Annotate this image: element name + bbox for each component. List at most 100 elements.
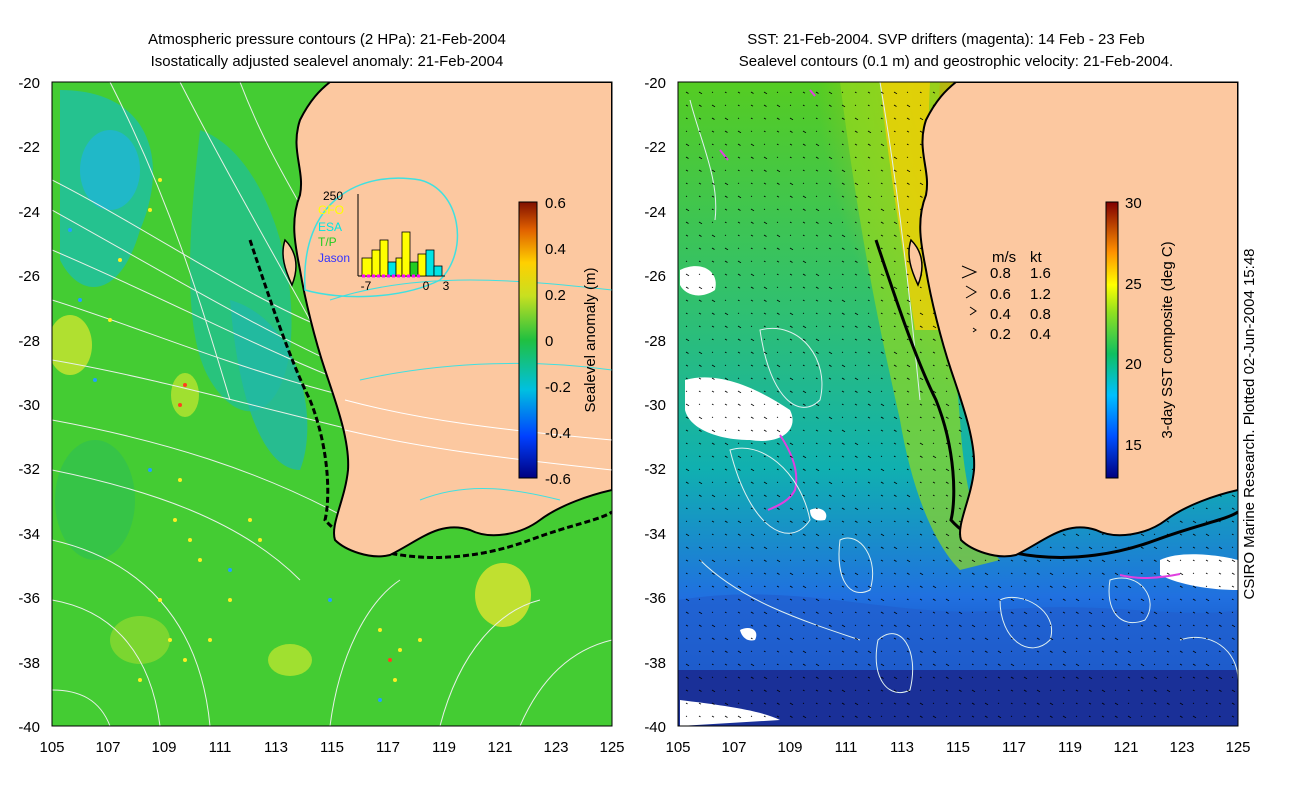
velocity-vector xyxy=(1049,702,1054,706)
velocity-vector xyxy=(1153,663,1156,665)
velocity-vector xyxy=(763,403,766,405)
velocity-vector xyxy=(685,169,689,172)
velocity-vector xyxy=(763,273,766,275)
velocity-vector xyxy=(932,507,935,509)
velocity-vector xyxy=(750,585,753,587)
velocity-vector xyxy=(893,416,898,420)
velocity-vector xyxy=(776,195,780,198)
x-tick-label: 109 xyxy=(777,739,802,756)
x-tick-label: 119 xyxy=(1058,739,1082,756)
velocity-vector xyxy=(1127,715,1132,719)
velocity-vector xyxy=(698,117,702,120)
velocity-vector xyxy=(776,572,780,575)
velocity-vector xyxy=(737,455,742,459)
velocity-key-header-ms: m/s xyxy=(992,249,1016,266)
velocity-vector xyxy=(945,611,949,614)
velocity-vector xyxy=(1192,598,1196,601)
velocity-vector xyxy=(932,377,935,379)
velocity-vector xyxy=(919,611,922,614)
velocity-vector xyxy=(750,390,753,392)
velocity-vector xyxy=(1205,546,1209,549)
velocity-vector xyxy=(841,364,846,368)
velocity-vector xyxy=(724,260,728,263)
velocity-vector xyxy=(815,442,818,445)
velocity-vector xyxy=(1036,546,1039,548)
velocity-vector xyxy=(919,286,922,289)
velocity-vector xyxy=(802,611,806,614)
velocity-vector xyxy=(893,169,897,172)
velocity-vector xyxy=(750,507,753,510)
velocity-vector xyxy=(932,351,936,354)
sla-colorbar-ticks: 0.6 0.4 0.2 0 -0.2 -0.4 -0.6 xyxy=(545,195,571,488)
velocity-vector xyxy=(906,676,909,678)
velocity-vector xyxy=(763,195,766,198)
y-tick-label: -34 xyxy=(18,526,40,543)
velocity-vector xyxy=(685,312,688,315)
velocity-vector xyxy=(828,338,831,340)
velocity-vector xyxy=(737,273,741,276)
velocity-vector xyxy=(802,468,806,471)
velocity-vector xyxy=(698,559,702,562)
velocity-vector xyxy=(789,195,793,198)
velocity-vector xyxy=(1166,598,1169,601)
velocity-vector xyxy=(776,611,779,613)
velocity-vector xyxy=(737,676,741,679)
velocity-vector xyxy=(1075,624,1079,627)
velocity-vector xyxy=(1218,572,1222,575)
velocity-vector xyxy=(1179,650,1183,653)
velocity-vector xyxy=(750,637,753,640)
velocity-vector xyxy=(724,143,728,146)
velocity-vector xyxy=(685,702,688,705)
velocity-vector xyxy=(776,390,780,393)
velocity-vector xyxy=(724,286,727,289)
velocity-vector xyxy=(945,676,949,679)
velocity-vector xyxy=(932,572,935,574)
velocity-vector xyxy=(880,663,885,667)
velocity-vector xyxy=(893,130,896,133)
velocity-vector xyxy=(1023,689,1027,692)
velocity-vector xyxy=(685,559,689,562)
velocity-vector xyxy=(932,429,935,432)
velocity-vector xyxy=(685,182,688,185)
velocity-vector xyxy=(789,221,792,224)
velocity-vector xyxy=(1127,702,1130,704)
velocity-vector xyxy=(1088,676,1093,680)
velocity-vector xyxy=(1231,715,1235,718)
velocity-vector xyxy=(685,715,688,717)
velocity-vector xyxy=(698,208,701,210)
velocity-vector xyxy=(711,104,716,108)
colorbar-tick: 30 xyxy=(1125,195,1142,212)
velocity-vector xyxy=(789,325,793,328)
velocity-vector xyxy=(1179,702,1184,706)
velocity-vector xyxy=(776,130,780,133)
velocity-vector xyxy=(945,494,949,497)
velocity-vector xyxy=(854,351,857,354)
velocity-vector xyxy=(893,195,896,198)
velocity-vector xyxy=(841,260,845,263)
velocity-vector xyxy=(711,143,714,146)
velocity-vector xyxy=(750,416,754,419)
velocity-vector xyxy=(1218,689,1222,692)
velocity-vector xyxy=(1088,689,1092,692)
velocity-vector xyxy=(698,338,701,340)
velocity-vector xyxy=(854,611,857,614)
velocity-vector xyxy=(841,286,844,288)
velocity-vector xyxy=(945,416,949,419)
velocity-vector xyxy=(724,364,727,366)
velocity-vector xyxy=(867,416,871,419)
velocity-vector xyxy=(919,156,922,159)
velocity-vector xyxy=(841,442,845,445)
velocity-key: m/s kt 0.8 1.6 0.6 1.2 0.4 0.8 0.2 0.4 xyxy=(961,249,1051,343)
velocity-vector xyxy=(997,663,1001,666)
velocity-vector xyxy=(1127,572,1130,574)
x-tick-label: 105 xyxy=(39,739,64,756)
velocity-vector xyxy=(828,169,832,172)
velocity-vector xyxy=(932,637,935,639)
velocity-vector xyxy=(958,507,962,510)
velocity-vector xyxy=(724,273,728,276)
velocity-vector xyxy=(1166,585,1170,588)
velocity-vector xyxy=(685,676,689,679)
velocity-vector xyxy=(789,715,793,718)
velocity-vector xyxy=(802,481,806,484)
velocity-vector xyxy=(776,169,781,173)
